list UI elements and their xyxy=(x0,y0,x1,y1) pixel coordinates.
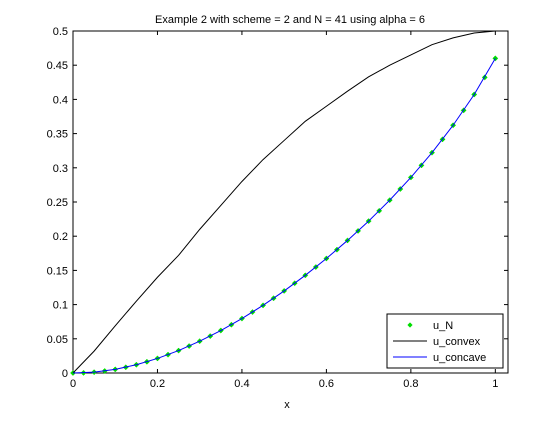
y-tick-label: 0.4 xyxy=(53,94,68,106)
series-line-u-convex xyxy=(72,30,496,374)
x-tick-label: 0.6 xyxy=(319,378,334,390)
y-tick-label: 0.15 xyxy=(47,265,68,277)
y-tick-label: 0 xyxy=(62,368,68,380)
y-tick-label: 0.3 xyxy=(53,163,68,175)
series-line-u-concave xyxy=(72,58,496,374)
y-tick-label: 0.2 xyxy=(53,231,68,243)
x-axis-label: x xyxy=(284,399,290,411)
chart-title: Example 2 with scheme = 2 and N = 41 usi… xyxy=(155,14,425,26)
x-tick-label: 0 xyxy=(70,378,76,390)
y-tick-label: 0.25 xyxy=(47,197,68,209)
legend-swatch-u-n xyxy=(407,322,413,328)
y-tick-label: 0.45 xyxy=(47,60,68,72)
plot-area: 0 0.2 0.4 0.6 0.8 1 0 0.05 0.1 0.15 0.2 0.25 0.3 0.35… xyxy=(47,26,509,390)
data-point-u-n xyxy=(492,55,499,62)
legend-label-u-n: u_N xyxy=(433,320,453,332)
x-tick-label: 1 xyxy=(492,378,498,390)
legend-label-u-convex: u_convex xyxy=(433,336,481,348)
y-tick-label: 0.1 xyxy=(53,300,68,312)
legend-label-u-concave: u_concave xyxy=(433,352,486,364)
x-tick-label: 0.4 xyxy=(234,378,249,390)
x-tick-label: 0.8 xyxy=(403,378,418,390)
y-tick-label: 0.5 xyxy=(53,26,68,38)
y-tick-label: 0.35 xyxy=(47,129,68,141)
x-tick-label: 0.2 xyxy=(150,378,165,390)
y-tick-label: 0.05 xyxy=(47,334,68,346)
